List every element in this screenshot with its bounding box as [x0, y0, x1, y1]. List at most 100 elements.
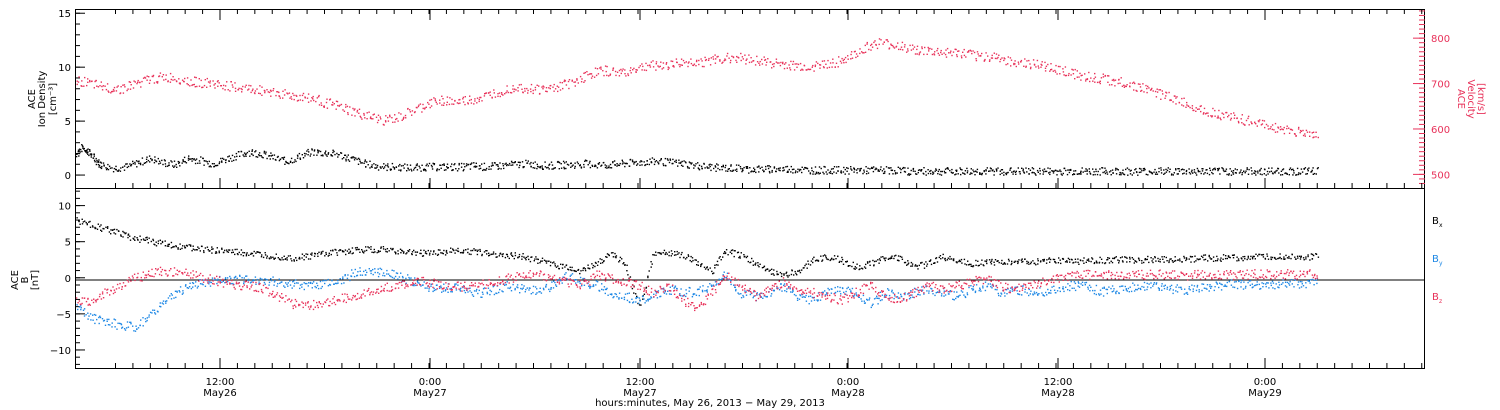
by-point [368, 268, 370, 270]
velocity-point [1175, 103, 1177, 105]
velocity-point [196, 85, 198, 88]
bx-point [1261, 254, 1263, 256]
velocity-point [841, 57, 843, 60]
bx-point [395, 251, 397, 254]
by-point [217, 278, 219, 280]
by-point [438, 287, 441, 289]
density-point [322, 155, 324, 157]
velocity-point [712, 56, 714, 58]
by-point [493, 293, 496, 296]
density-point [596, 167, 599, 169]
density-point [1284, 172, 1286, 175]
bx-point [554, 265, 556, 267]
velocity-point [918, 52, 921, 54]
velocity-point [642, 65, 644, 68]
velocity-point [1212, 107, 1214, 110]
velocity-point [1281, 128, 1283, 130]
density-point [344, 154, 347, 156]
density-point [191, 160, 193, 162]
bx-point [159, 239, 161, 241]
velocity-point [876, 47, 879, 50]
density-point [997, 167, 999, 169]
by-point [903, 299, 905, 301]
velocity-point [195, 76, 197, 79]
bx-point [695, 259, 697, 261]
by-point [510, 290, 513, 292]
bx-point [1267, 258, 1270, 260]
density-point [173, 160, 176, 162]
velocity-point [783, 67, 786, 70]
by-point [400, 272, 402, 274]
velocity-point [1256, 125, 1258, 127]
by-point [263, 281, 266, 284]
density-point [1306, 173, 1308, 175]
density-point [1115, 167, 1117, 170]
velocity-point [396, 117, 398, 120]
density-point [1151, 172, 1153, 174]
velocity-point [457, 102, 460, 105]
velocity-point [209, 85, 211, 87]
density-point [969, 173, 971, 175]
bx-point [1282, 258, 1285, 260]
bx-point [421, 255, 424, 257]
density-point [589, 166, 592, 169]
velocity-point [335, 100, 338, 102]
bx-point [842, 263, 845, 265]
by-point [397, 278, 399, 280]
density-point [859, 168, 861, 170]
bx-point [309, 258, 312, 260]
bx-point [645, 286, 648, 289]
velocity-point [580, 81, 583, 83]
bx-point [829, 259, 831, 262]
by-point [676, 288, 678, 290]
density-point [499, 162, 501, 164]
velocity-point [152, 74, 155, 77]
velocity-point [766, 61, 768, 63]
velocity-point [916, 45, 919, 47]
bx-point [414, 251, 417, 253]
velocity-point [719, 59, 721, 61]
bx-point [783, 274, 785, 276]
density-point [574, 165, 576, 168]
by-point [216, 279, 219, 281]
density-point [648, 163, 650, 166]
velocity-point [1317, 136, 1319, 139]
bx-point [351, 247, 354, 249]
velocity-point [559, 89, 562, 91]
top-left-tick-label: 10 [58, 63, 71, 74]
bx-point [440, 252, 442, 254]
density-point [1193, 169, 1196, 171]
by-point [95, 314, 97, 316]
bx-point [689, 259, 691, 262]
by-point [133, 330, 135, 332]
bx-point [1141, 262, 1143, 264]
bx-point [1094, 262, 1096, 264]
by-point [908, 298, 911, 300]
velocity-point [1203, 112, 1205, 114]
velocity-point [1085, 78, 1087, 81]
by-point [561, 282, 563, 284]
by-point [793, 293, 796, 296]
density-point [1263, 173, 1265, 175]
bx-point [541, 260, 543, 262]
velocity-point [536, 84, 538, 86]
by-point [307, 285, 309, 287]
by-point [663, 292, 666, 294]
velocity-point [310, 100, 312, 102]
density-point [1209, 167, 1211, 169]
density-point [644, 164, 647, 166]
bx-point [803, 267, 805, 269]
density-point [1143, 169, 1145, 172]
density-point [563, 166, 565, 169]
bx-point [218, 250, 220, 252]
velocity-point [179, 82, 181, 84]
density-point [1259, 170, 1261, 172]
bx-point [358, 248, 360, 251]
by-point [509, 287, 511, 290]
velocity-point [1261, 123, 1264, 125]
velocity-point [1108, 75, 1110, 77]
bx-point [564, 266, 566, 268]
bx-point [1188, 258, 1190, 260]
velocity-point [797, 63, 800, 66]
bx-point [1072, 262, 1074, 264]
